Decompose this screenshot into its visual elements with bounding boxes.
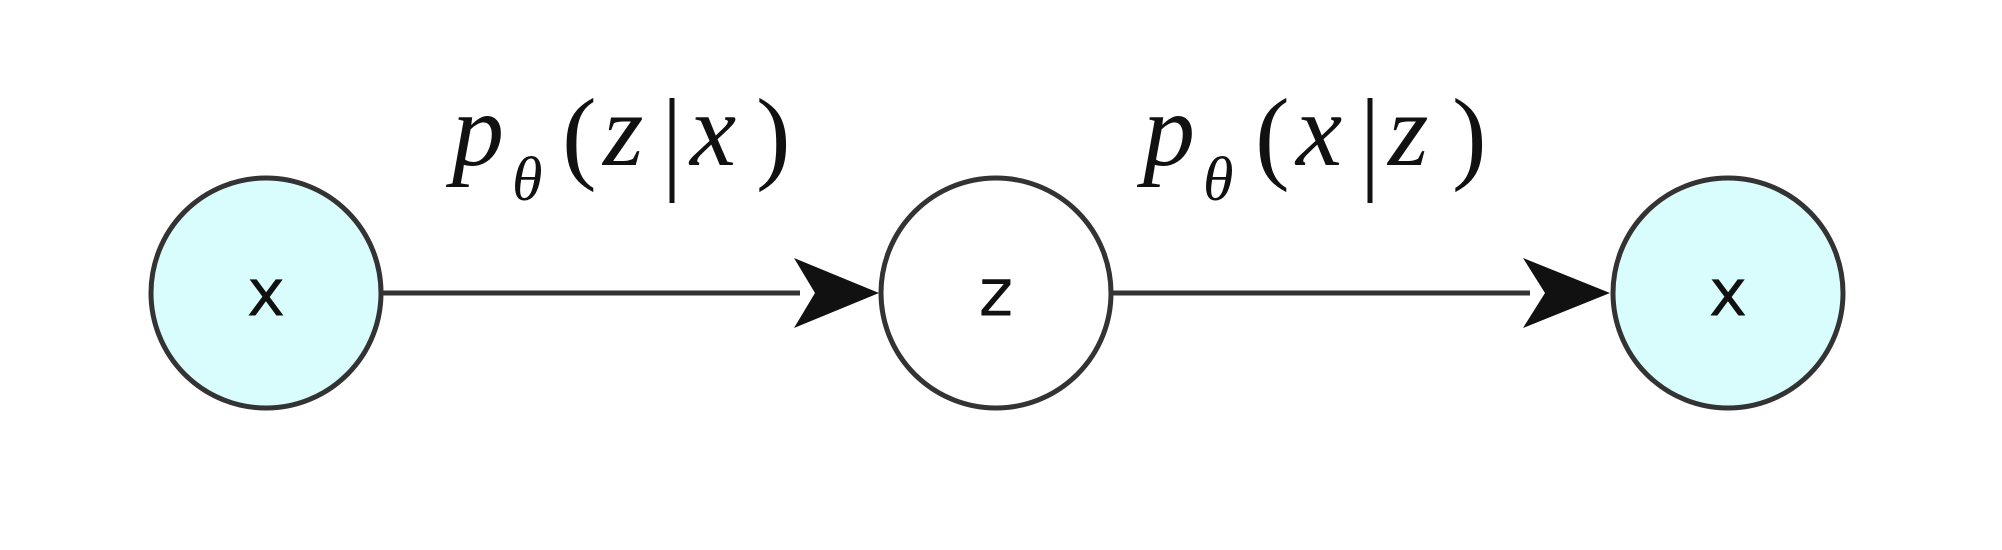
edge-x-to-z-arrowhead [794,258,879,328]
edge-label-decoder-target: x [1294,73,1342,188]
edge-label-decoder-subscript: θ [1203,146,1233,214]
node-z-latent-label: z [979,255,1014,332]
node-x-input-label: x [246,255,285,332]
edge-label-decoder: p θ ( x z ) [1136,73,1487,214]
node-x-input-circle [148,175,384,411]
edge-label-encoder-target: z [601,73,643,188]
edge-label-encoder: p θ ( z x ) [445,73,791,214]
edge-label-encoder-open-paren: ( [562,78,597,193]
node-z-latent: z [878,175,1114,411]
edge-label-decoder-base: p [1136,73,1195,188]
node-x-output-circle [1610,175,1846,411]
edge-label-encoder-condition: x [688,73,736,188]
node-x-output: x [1610,175,1846,411]
edge-x-to-z [383,258,879,328]
edge-label-decoder-close-paren: ) [1452,78,1487,193]
edge-label-decoder-open-paren: ( [1255,78,1290,193]
edge-label-decoder-condition: z [1386,73,1428,188]
edge-z-to-x-arrowhead [1523,258,1610,328]
edge-label-encoder-base: p [445,73,504,188]
edge-label-encoder-close-paren: ) [756,78,791,193]
edge-z-to-x [1112,258,1610,328]
node-z-latent-circle [878,175,1114,411]
node-x-input: x [148,175,384,411]
edge-label-encoder-subscript: θ [512,146,542,214]
node-x-output-label: x [1708,255,1747,332]
